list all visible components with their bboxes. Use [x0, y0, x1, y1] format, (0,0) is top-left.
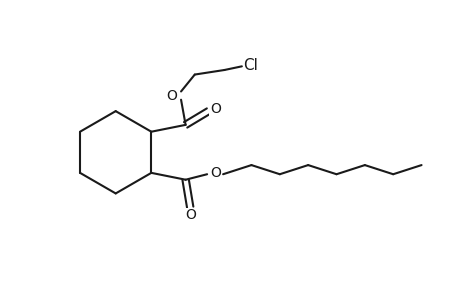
Text: Cl: Cl: [243, 58, 258, 73]
Text: O: O: [209, 166, 220, 180]
Text: O: O: [185, 208, 195, 222]
Text: O: O: [209, 102, 220, 116]
Text: O: O: [166, 89, 177, 103]
